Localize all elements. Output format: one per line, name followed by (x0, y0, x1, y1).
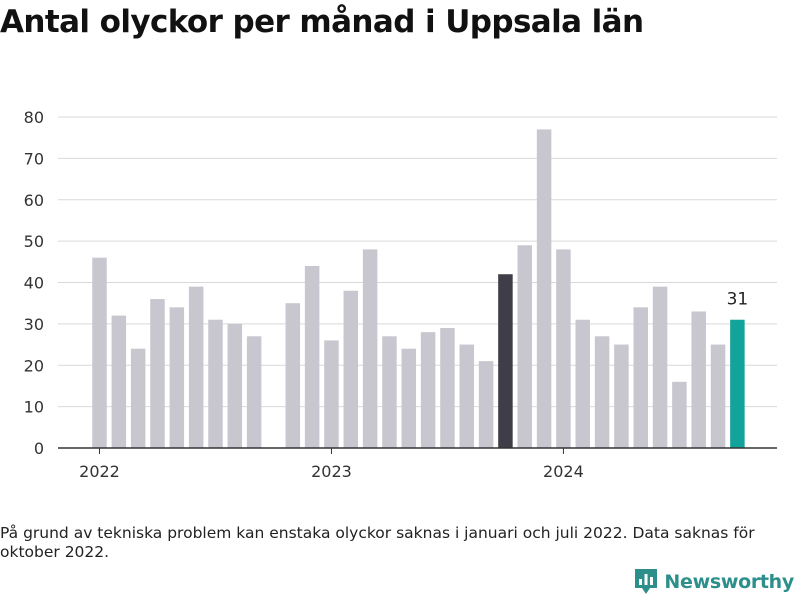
newsworthy-logo-icon (635, 569, 658, 594)
bar-2024-09 (710, 344, 726, 448)
bar-2023-07 (440, 328, 455, 448)
bar-2024-06 (652, 286, 668, 448)
bar-2022-02 (111, 315, 127, 448)
bar-2024-04 (614, 344, 629, 448)
bars (92, 129, 745, 448)
y-tick-label: 60 (24, 191, 44, 210)
bar-2022-01 (92, 257, 107, 448)
bar-2023-03 (362, 249, 378, 448)
bar-chart: 0 10 20 30 40 50 60 70 80 2022 2023 2024 31 (24, 108, 777, 481)
y-tick-label: 0 (34, 439, 44, 458)
bar-2023-09 (478, 361, 494, 448)
bar-2024-05 (633, 307, 648, 448)
bar-2023-08 (459, 344, 475, 448)
x-tick-label: 2024 (543, 462, 584, 481)
newsworthy-logo: Newsworthy (634, 568, 794, 596)
footnote: På grund av tekniska problem kan enstaka… (0, 524, 755, 561)
bar-2023-12 (536, 129, 552, 448)
bar-2023-04 (382, 336, 397, 448)
chart-title: Antal olyckor per månad i Uppsala län (0, 4, 644, 40)
bar-2022-11 (285, 303, 301, 448)
bar-2024-01 (556, 249, 571, 448)
bar-2023-11 (517, 245, 533, 448)
x-tick-label: 2023 (311, 462, 352, 481)
bar-2023-02 (343, 290, 359, 448)
bar-2024-03 (594, 336, 610, 448)
y-tick-label: 30 (24, 315, 44, 334)
x-tick-label: 2022 (79, 462, 120, 481)
y-tick-label: 50 (24, 232, 44, 251)
bar-2022-09 (246, 336, 262, 448)
y-tick-label: 20 (24, 356, 44, 375)
bar-2022-06 (188, 286, 204, 448)
bar-2022-12 (304, 265, 320, 448)
brand-name: Newsworthy (664, 571, 794, 593)
y-tick-label: 10 (24, 398, 44, 417)
bar-2023-06 (420, 332, 436, 448)
y-tick-label: 40 (24, 274, 44, 293)
y-axis-tick-labels: 0 10 20 30 40 50 60 70 80 (24, 108, 44, 458)
value-labels: 31 (727, 290, 749, 310)
bar-2024-07 (672, 381, 687, 448)
bar-2022-03 (130, 348, 146, 448)
bar-2023-05 (401, 348, 417, 448)
value-label-2024-10: 31 (727, 290, 749, 310)
bar-2022-04 (150, 299, 165, 448)
y-tick-label: 70 (24, 149, 44, 168)
gridlines (58, 116, 777, 408)
bar-2022-07 (208, 319, 223, 448)
bar-2023-10 (498, 274, 513, 448)
bar-2024-08 (691, 311, 706, 448)
bar-2022-08 (227, 323, 243, 448)
bar-2023-01 (324, 340, 339, 448)
x-axis-ticks: 2022 2023 2024 (79, 448, 584, 481)
y-tick-label: 80 (24, 108, 44, 127)
bar-2022-05 (169, 307, 185, 448)
bar-2024-10 (730, 319, 745, 448)
bar-2024-02 (575, 319, 590, 448)
